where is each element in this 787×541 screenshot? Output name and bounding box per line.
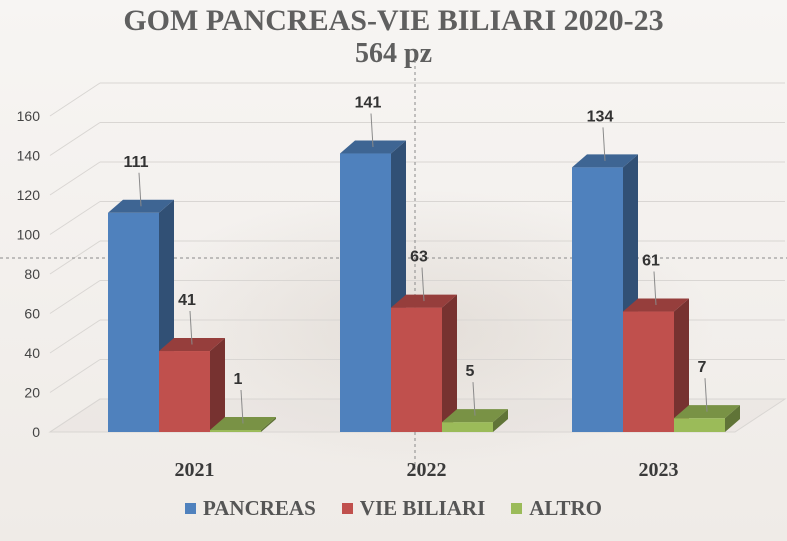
chart-subtitle: 564 pz (355, 38, 432, 69)
gridline-diagonal (49, 359, 101, 393)
y-tick-label: 60 (24, 306, 40, 322)
bar-vie-biliari-2022 (391, 307, 442, 432)
data-label-leader (704, 378, 708, 412)
bar-side-vie-biliari-2021 (210, 338, 225, 432)
legend-item-altro: ALTRO (511, 496, 602, 521)
bar-side-altro-2021 (261, 417, 276, 432)
y-tick-label: 80 (24, 266, 40, 282)
legend-swatch-pancreas (184, 503, 196, 514)
data-label-vie-biliari-2022: 63 (410, 249, 428, 266)
data-label-leader (138, 172, 142, 207)
data-label-pancreas-2021: 111 (124, 154, 149, 171)
data-label-pancreas-2023: 134 (587, 108, 614, 125)
data-label-leader (472, 382, 476, 416)
bar-vie-biliari-2021 (159, 351, 210, 432)
bar-pancreas-2021 (108, 212, 159, 432)
data-label-altro-2021: 1 (234, 371, 243, 388)
x-category-label: 2023 (639, 459, 679, 481)
legend-label-pancreas: PANCREAS (202, 496, 316, 520)
y-tick-label: 0 (32, 424, 40, 440)
legend-swatch-altro (511, 503, 523, 514)
data-label-altro-2023: 7 (698, 359, 707, 376)
gridline-diagonal (49, 122, 101, 156)
bar-altro-2022 (442, 422, 493, 432)
x-category-label: 2022 (407, 459, 447, 481)
bar-pancreas-2023 (572, 167, 623, 432)
bar-altro-2021 (210, 430, 261, 432)
bar-pancreas-2022 (340, 153, 391, 432)
gridline-diagonal (49, 319, 101, 354)
gridline-diagonal (49, 280, 101, 314)
y-tick-label: 100 (17, 227, 41, 243)
data-label-altro-2022: 5 (466, 363, 475, 380)
data-label-leader (653, 271, 657, 306)
data-label-leader (189, 310, 193, 345)
gridline-diagonal (49, 82, 101, 117)
bar-altro-2023 (674, 418, 725, 432)
y-tick-label: 160 (17, 108, 41, 124)
bar-side-altro-2022 (493, 409, 508, 432)
legend-label-altro: ALTRO (529, 496, 603, 520)
chart-title: GOM PANCREAS-VIE BILIARI 2020-23 (123, 4, 664, 37)
data-label-leader (240, 389, 244, 424)
y-tick-label: 20 (24, 385, 40, 401)
data-label-vie-biliari-2021: 41 (178, 292, 196, 309)
legend: PANCREAS VIE BILIARI ALTRO (0, 496, 787, 521)
x-category-label: 2021 (175, 459, 215, 481)
y-tick-label: 120 (17, 187, 41, 203)
gridline-diagonal (49, 201, 101, 235)
legend-swatch-vie-biliari (341, 503, 353, 514)
gridline-diagonal (49, 161, 101, 196)
y-tick-label: 40 (24, 345, 40, 361)
legend-item-pancreas: PANCREAS (184, 496, 316, 521)
legend-item-vie-biliari: VIE BILIARI (341, 496, 486, 521)
gridline-diagonal (49, 240, 101, 275)
data-label-pancreas-2022: 141 (355, 95, 382, 112)
legend-label-vie-biliari: VIE BILIARI (359, 496, 486, 520)
data-label-vie-biliari-2023: 61 (642, 253, 660, 270)
bar-side-altro-2023 (725, 405, 740, 432)
y-tick-label: 140 (17, 148, 41, 164)
data-label-leader (370, 113, 374, 148)
data-label-leader (602, 127, 606, 161)
bar-side-vie-biliari-2022 (442, 294, 457, 432)
bar-side-vie-biliari-2023 (674, 298, 689, 432)
bar-vie-biliari-2023 (623, 311, 674, 432)
data-label-leader (421, 267, 425, 302)
